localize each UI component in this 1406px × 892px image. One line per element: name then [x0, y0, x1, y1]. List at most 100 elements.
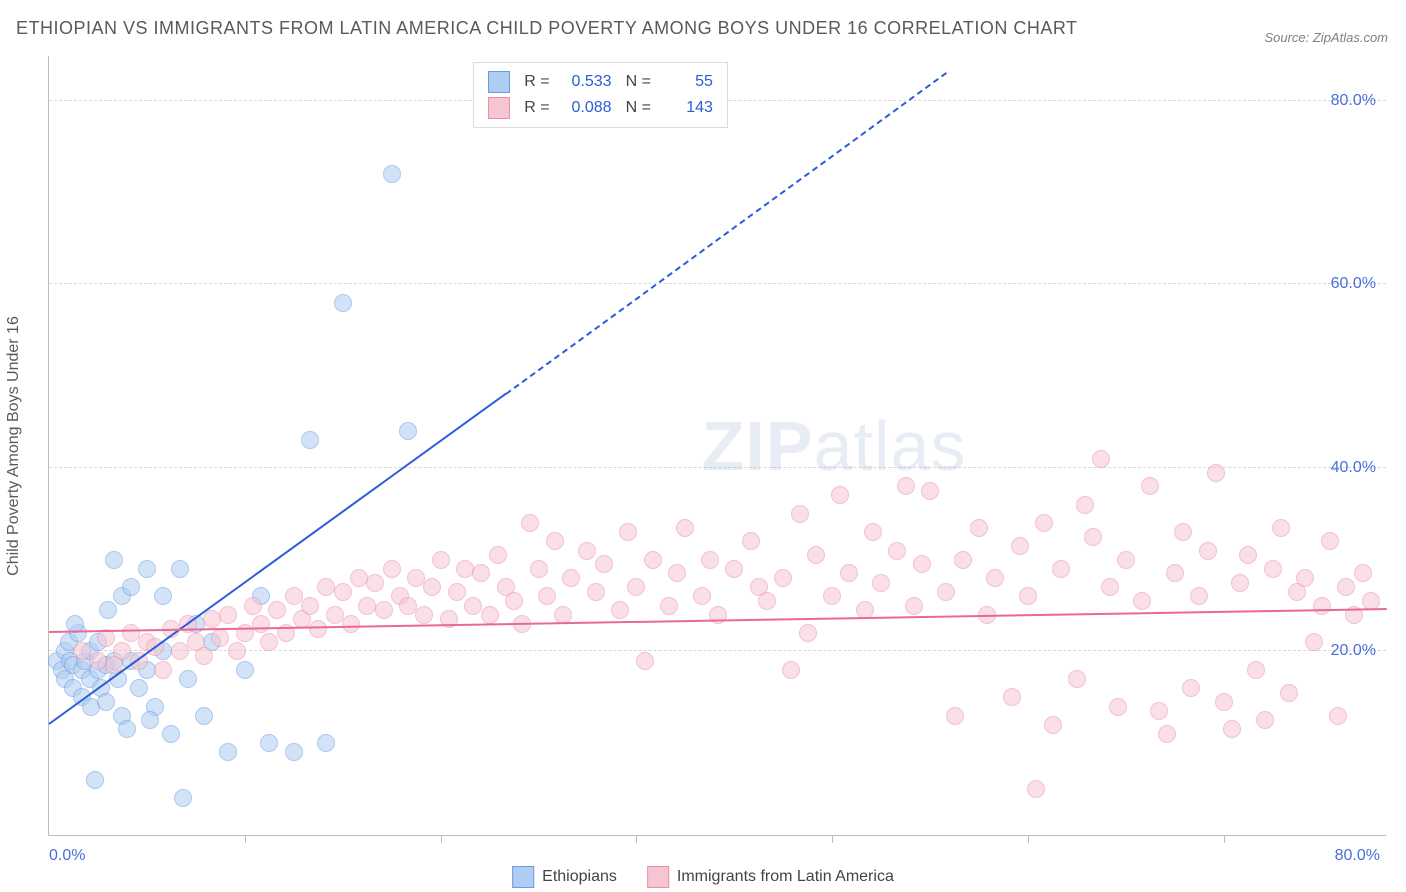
scatter-point [619, 523, 637, 541]
scatter-point [1264, 560, 1282, 578]
bottom-legend: Ethiopians Immigrants from Latin America [512, 866, 894, 888]
scatter-point [171, 560, 189, 578]
scatter-point [260, 633, 278, 651]
scatter-point [97, 693, 115, 711]
scatter-point [1141, 477, 1159, 495]
scatter-point [1027, 780, 1045, 798]
scatter-point [782, 661, 800, 679]
scatter-point [905, 597, 923, 615]
scatter-point [1305, 633, 1323, 651]
xtick-minor [1028, 835, 1029, 843]
scatter-point [823, 587, 841, 605]
scatter-point [342, 615, 360, 633]
scatter-point [1019, 587, 1037, 605]
xtick-minor [1224, 835, 1225, 843]
scatter-point [138, 560, 156, 578]
xtick-minor [832, 835, 833, 843]
scatter-point [693, 587, 711, 605]
legend-n-label: N = [626, 73, 651, 91]
scatter-point [179, 670, 197, 688]
scatter-point [407, 569, 425, 587]
scatter-point [162, 725, 180, 743]
scatter-point [334, 583, 352, 601]
scatter-point [1321, 532, 1339, 550]
scatter-point [399, 597, 417, 615]
scatter-point [236, 661, 254, 679]
scatter-point [1280, 684, 1298, 702]
bottom-legend-item: Immigrants from Latin America [647, 866, 894, 888]
legend-n-value: 143 [665, 99, 713, 117]
scatter-point [73, 642, 91, 660]
scatter-point [456, 560, 474, 578]
scatter-point [489, 546, 507, 564]
scatter-point [1256, 711, 1274, 729]
chart-title: ETHIOPIAN VS IMMIGRANTS FROM LATIN AMERI… [16, 18, 1078, 39]
scatter-point [122, 578, 140, 596]
legend-n-value: 55 [665, 73, 713, 91]
scatter-point [701, 551, 719, 569]
scatter-point [546, 532, 564, 550]
scatter-point [636, 652, 654, 670]
scatter-point [1329, 707, 1347, 725]
legend-swatch [488, 97, 510, 119]
legend-swatch [488, 71, 510, 93]
scatter-point [1101, 578, 1119, 596]
scatter-point [587, 583, 605, 601]
scatter-point [154, 661, 172, 679]
scatter-point [472, 564, 490, 582]
scatter-point [1035, 514, 1053, 532]
scatter-point [1223, 720, 1241, 738]
scatter-point [301, 597, 319, 615]
scatter-point [897, 477, 915, 495]
scatter-point [260, 734, 278, 752]
scatter-point [399, 422, 417, 440]
scatter-point [1076, 496, 1094, 514]
xtick-minor [245, 835, 246, 843]
scatter-point [317, 578, 335, 596]
scatter-point [1092, 450, 1110, 468]
scatter-point [1231, 574, 1249, 592]
scatter-point [228, 642, 246, 660]
scatter-point [301, 431, 319, 449]
scatter-point [268, 601, 286, 619]
scatter-point [118, 720, 136, 738]
watermark: ZIPatlas [702, 406, 967, 486]
scatter-point [1044, 716, 1062, 734]
legend-r-value: 0.088 [564, 99, 612, 117]
legend-swatch [512, 866, 534, 888]
scatter-point [383, 165, 401, 183]
scatter-point [285, 587, 303, 605]
scatter-point [1182, 679, 1200, 697]
ytick-label: 80.0% [1331, 92, 1376, 110]
scatter-point [358, 597, 376, 615]
legend-r-label: R = [524, 99, 549, 117]
scatter-point [252, 615, 270, 633]
scatter-point [1239, 546, 1257, 564]
scatter-point [86, 771, 104, 789]
scatter-point [105, 551, 123, 569]
scatter-point [285, 743, 303, 761]
ytick-label: 40.0% [1331, 459, 1376, 477]
scatter-point [758, 592, 776, 610]
legend-label: Ethiopians [542, 868, 617, 886]
scatter-point [1133, 592, 1151, 610]
xtick-minor [636, 835, 637, 843]
scatter-point [141, 711, 159, 729]
scatter-point [171, 642, 189, 660]
scatter-point [774, 569, 792, 587]
stats-legend: R =0.533N =55R =0.088N =143 [473, 62, 728, 128]
scatter-point [562, 569, 580, 587]
scatter-point [1052, 560, 1070, 578]
scatter-point [219, 606, 237, 624]
scatter-point [921, 482, 939, 500]
scatter-point [1199, 542, 1217, 560]
scatter-point [954, 551, 972, 569]
scatter-point [1158, 725, 1176, 743]
scatter-point [350, 569, 368, 587]
stats-legend-row: R =0.088N =143 [488, 95, 713, 121]
scatter-point [219, 743, 237, 761]
scatter-point [1313, 597, 1331, 615]
scatter-point [521, 514, 539, 532]
scatter-point [174, 789, 192, 807]
scatter-point [872, 574, 890, 592]
